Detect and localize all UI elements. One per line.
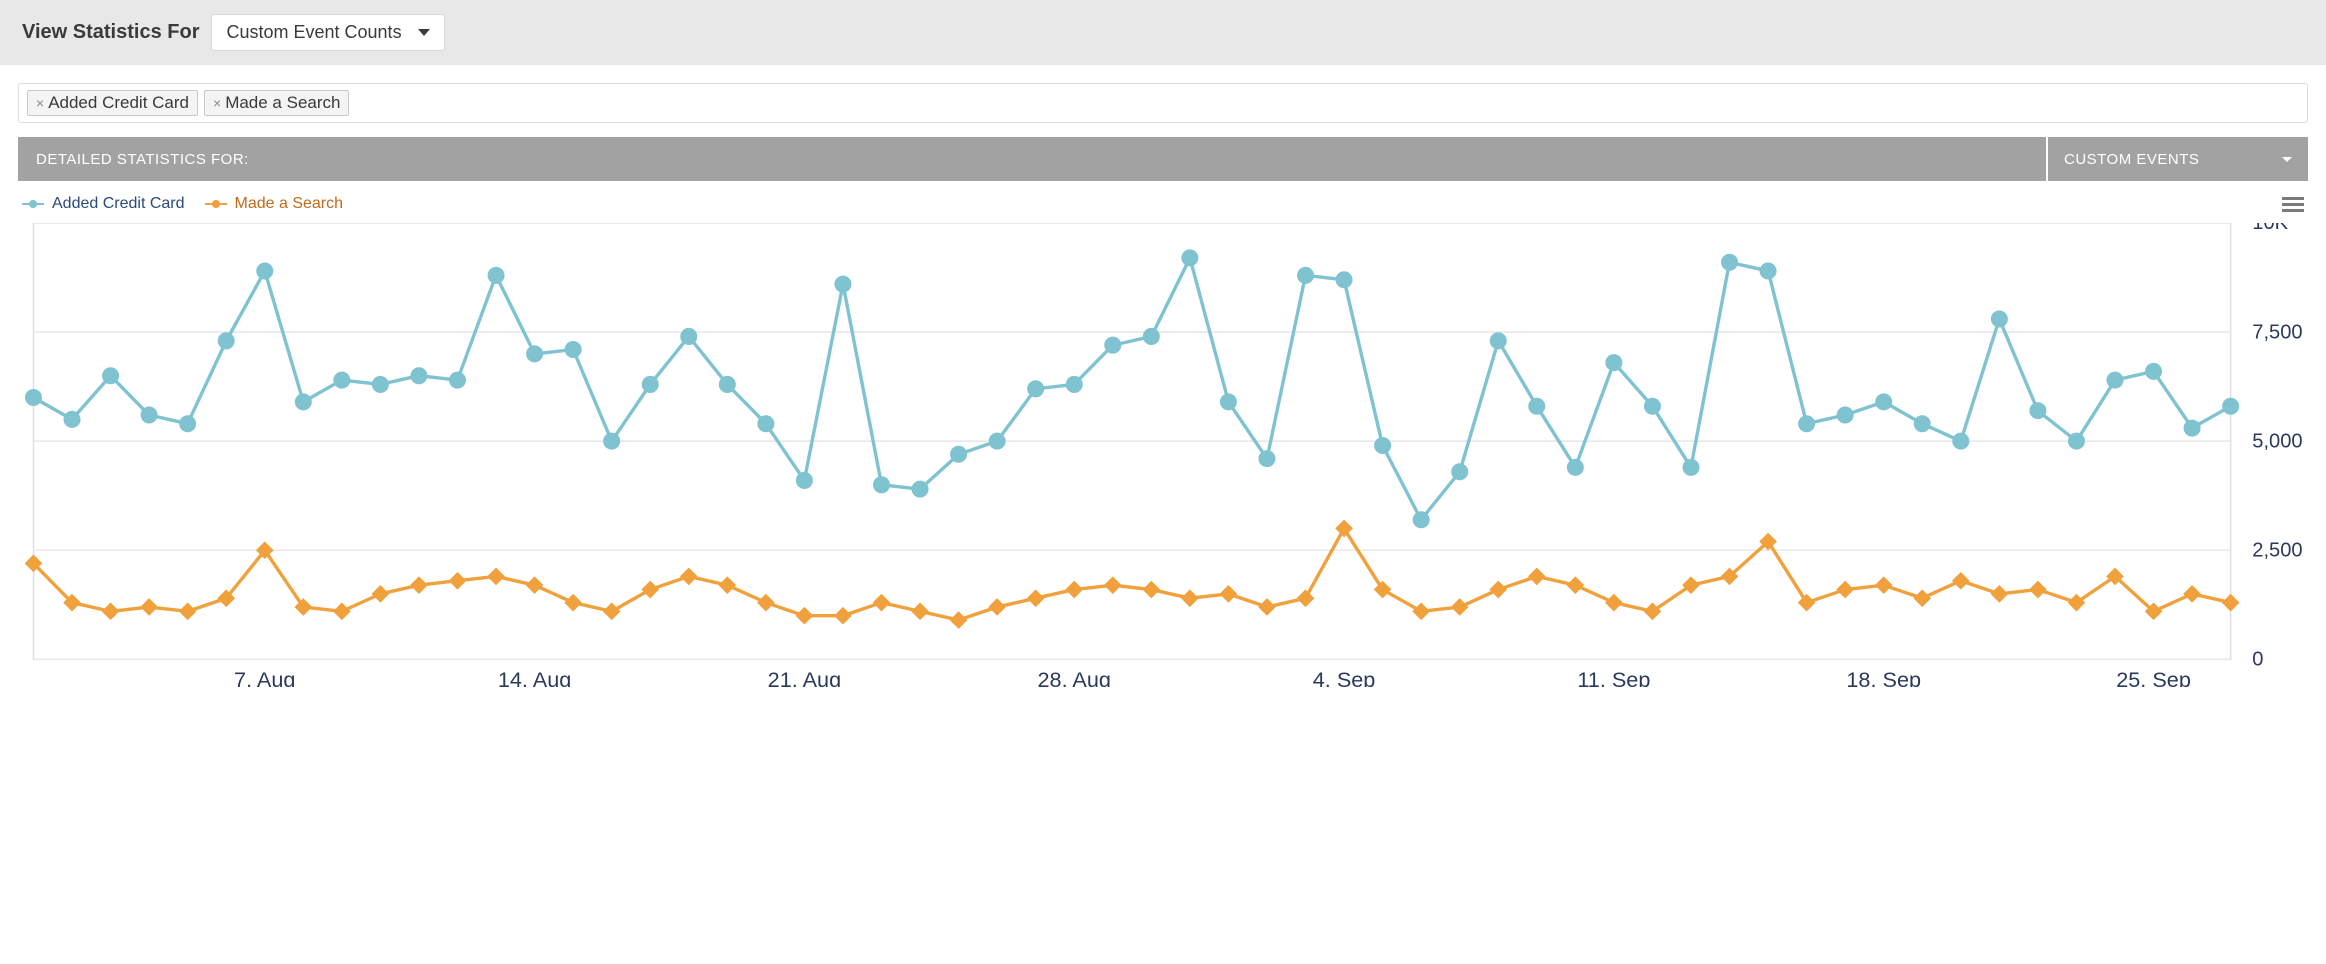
chip-remove-icon[interactable]: × (213, 96, 221, 110)
chip-remove-icon[interactable]: × (36, 96, 44, 110)
svg-text:7,500: 7,500 (2252, 321, 2302, 343)
legend-swatch (205, 203, 227, 205)
legend-label: Added Credit Card (52, 195, 185, 213)
svg-text:25. Sep: 25. Sep (2116, 667, 2191, 687)
svg-text:18. Sep: 18. Sep (1846, 667, 1921, 687)
chip-made-a-search[interactable]: × Made a Search (204, 90, 349, 116)
chevron-down-icon (2282, 157, 2292, 162)
chip-added-credit-card[interactable]: × Added Credit Card (27, 90, 198, 116)
svg-text:21. Aug: 21. Aug (768, 667, 841, 687)
chip-label: Made a Search (225, 93, 340, 113)
stats-type-value: Custom Event Counts (226, 22, 401, 43)
svg-text:11. Sep: 11. Sep (1577, 667, 1650, 687)
svg-text:14. Aug: 14. Aug (498, 667, 571, 687)
legend-items: Added Credit Card Made a Search (22, 195, 343, 213)
svg-text:0: 0 (2252, 649, 2263, 671)
svg-text:2,500: 2,500 (2252, 539, 2302, 561)
detail-header-label: DETAILED STATISTICS FOR: (18, 137, 2048, 181)
event-chips-input[interactable]: × Added Credit Card × Made a Search (18, 83, 2308, 123)
legend-item-added-credit-card[interactable]: Added Credit Card (22, 195, 185, 213)
chart-frame: 0 2,500 5,000 7,500 10K 7. Aug 14. Aug 21. Aug 2… (18, 223, 2308, 687)
svg-text:28. Aug: 28. Aug (1038, 667, 1111, 687)
detail-header-strip: DETAILED STATISTICS FOR: CUSTOM EVENTS (18, 137, 2308, 181)
chevron-down-icon (418, 29, 430, 36)
chip-label: Added Credit Card (48, 93, 189, 113)
svg-text:10K: 10K (2252, 223, 2288, 234)
top-bar: View Statistics For Custom Event Counts (0, 0, 2326, 65)
detail-header-dropdown-value: CUSTOM EVENTS (2064, 151, 2199, 168)
legend-row: Added Credit Card Made a Search (18, 181, 2308, 223)
svg-text:5,000: 5,000 (2252, 430, 2302, 452)
legend-swatch (22, 203, 44, 205)
content-area: × Added Credit Card × Made a Search DETA… (0, 65, 2326, 705)
stats-type-dropdown[interactable]: Custom Event Counts (211, 14, 444, 51)
view-stats-label: View Statistics For (22, 21, 199, 44)
detail-header-dropdown[interactable]: CUSTOM EVENTS (2048, 137, 2308, 181)
legend-item-made-a-search[interactable]: Made a Search (205, 195, 344, 213)
legend-label: Made a Search (235, 195, 344, 213)
svg-text:4. Sep: 4. Sep (1313, 667, 1376, 687)
svg-text:7. Aug: 7. Aug (234, 667, 295, 687)
line-chart: 0 2,500 5,000 7,500 10K 7. Aug 14. Aug 21. Aug 2… (18, 223, 2308, 687)
chart-menu-icon[interactable] (2282, 197, 2304, 212)
chart-section: Added Credit Card Made a Search 0 2,500 5,… (18, 181, 2308, 687)
